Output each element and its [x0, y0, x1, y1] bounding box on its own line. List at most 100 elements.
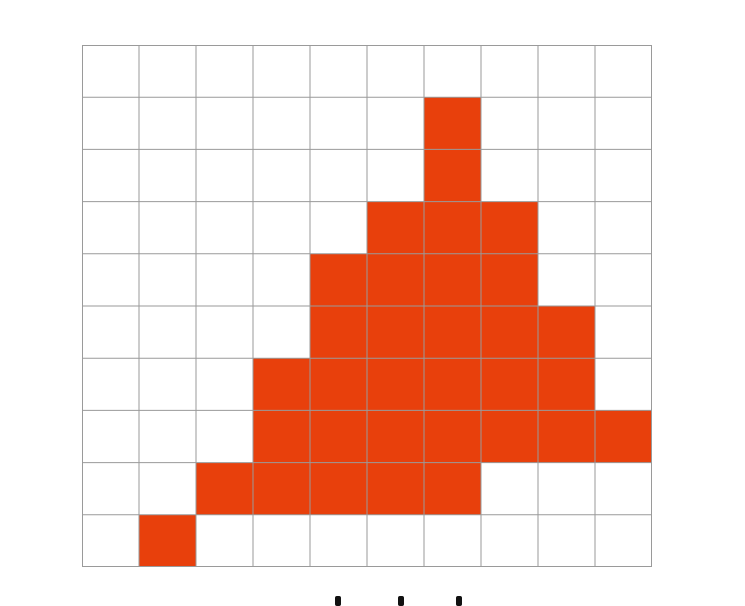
empty-cell [481, 149, 538, 202]
empty-cell [481, 514, 538, 567]
empty-cell [367, 45, 424, 98]
empty-cell [538, 45, 595, 98]
empty-cell [538, 149, 595, 202]
filled-cell [139, 514, 196, 567]
empty-cell [82, 462, 139, 515]
filled-cell [481, 253, 538, 306]
empty-cell [595, 462, 652, 515]
filled-cell [424, 410, 481, 463]
empty-cell [82, 358, 139, 411]
filled-cell [367, 306, 424, 359]
empty-cell [139, 201, 196, 254]
filled-cell [424, 97, 481, 150]
empty-cell [253, 253, 310, 306]
empty-cell [481, 97, 538, 150]
empty-cell [139, 149, 196, 202]
empty-cell [139, 45, 196, 98]
empty-cell [253, 149, 310, 202]
empty-cell [424, 514, 481, 567]
empty-cell [139, 253, 196, 306]
empty-cell [310, 514, 367, 567]
cropped-text-fragment [456, 596, 462, 606]
empty-cell [253, 306, 310, 359]
empty-cell [595, 45, 652, 98]
filled-cell [481, 306, 538, 359]
filled-cell [424, 306, 481, 359]
grid-lines [82, 45, 652, 567]
filled-cell [424, 358, 481, 411]
filled-cell [196, 462, 253, 515]
empty-cell [82, 45, 139, 98]
empty-cell [310, 201, 367, 254]
empty-cell [139, 462, 196, 515]
empty-cell [196, 514, 253, 567]
filled-cell [538, 306, 595, 359]
filled-cell [424, 462, 481, 515]
empty-cell [595, 97, 652, 150]
empty-cell [424, 45, 481, 98]
empty-cell [595, 201, 652, 254]
empty-cell [82, 253, 139, 306]
empty-cell [82, 410, 139, 463]
filled-cell [367, 462, 424, 515]
empty-cell [196, 306, 253, 359]
empty-cell [538, 97, 595, 150]
grid-cells [82, 45, 652, 567]
empty-cell [595, 149, 652, 202]
empty-cell [310, 149, 367, 202]
filled-cell [481, 410, 538, 463]
filled-cell [253, 358, 310, 411]
empty-cell [253, 514, 310, 567]
empty-cell [595, 358, 652, 411]
filled-cell [310, 462, 367, 515]
empty-cell [139, 97, 196, 150]
filled-cell [481, 358, 538, 411]
filled-cell [481, 201, 538, 254]
filled-cell [310, 253, 367, 306]
filled-cell [310, 410, 367, 463]
empty-cell [538, 514, 595, 567]
empty-cell [595, 306, 652, 359]
empty-cell [139, 410, 196, 463]
empty-cell [139, 306, 196, 359]
empty-cell [82, 306, 139, 359]
empty-cell [481, 462, 538, 515]
empty-cell [310, 97, 367, 150]
empty-cell [82, 97, 139, 150]
empty-cell [196, 253, 253, 306]
empty-cell [196, 97, 253, 150]
filled-cell [424, 149, 481, 202]
empty-cell [82, 201, 139, 254]
empty-cell [538, 462, 595, 515]
empty-cell [196, 149, 253, 202]
empty-cell [367, 514, 424, 567]
empty-cell [196, 45, 253, 98]
empty-cell [139, 358, 196, 411]
empty-cell [310, 45, 367, 98]
empty-cell [253, 45, 310, 98]
empty-cell [196, 201, 253, 254]
empty-cell [595, 514, 652, 567]
empty-cell [82, 149, 139, 202]
empty-cell [253, 97, 310, 150]
filled-cell [367, 410, 424, 463]
filled-cell [310, 358, 367, 411]
filled-cell [367, 201, 424, 254]
filled-cell [310, 306, 367, 359]
cropped-text-fragment [398, 596, 404, 606]
filled-cell [538, 358, 595, 411]
filled-cell [538, 410, 595, 463]
filled-cell [367, 253, 424, 306]
empty-cell [196, 358, 253, 411]
empty-cell [595, 253, 652, 306]
pixel-grid-diagram [82, 45, 652, 567]
filled-cell [424, 253, 481, 306]
empty-cell [538, 201, 595, 254]
filled-cell [253, 410, 310, 463]
filled-cell [367, 358, 424, 411]
empty-cell [367, 97, 424, 150]
empty-cell [481, 45, 538, 98]
empty-cell [82, 514, 139, 567]
empty-cell [253, 201, 310, 254]
empty-cell [196, 410, 253, 463]
